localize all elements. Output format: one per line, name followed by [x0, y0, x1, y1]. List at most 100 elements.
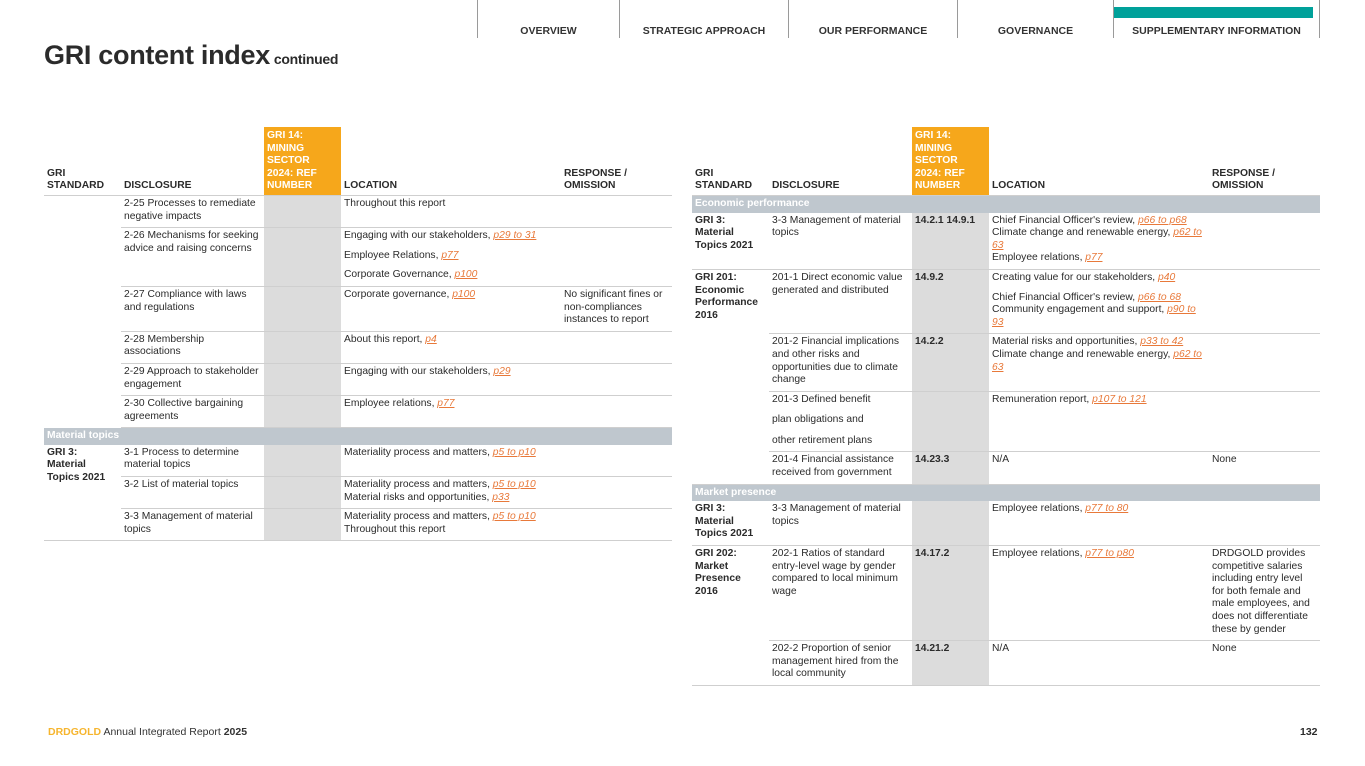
location-paragraph: Materiality process and matters, p5 to p…: [344, 479, 558, 504]
table-row: 202-2 Proportion of senior management hi…: [692, 640, 1320, 686]
disclosure-cell: 202-2 Proportion of senior management hi…: [769, 640, 912, 686]
gri-standard-cell: GRI 202: Market Presence 2016: [692, 545, 769, 686]
page-link[interactable]: p62 to 63: [992, 227, 1202, 251]
disclosure-text: 2-28 Membership associations: [124, 333, 205, 358]
response-cell: None: [1209, 451, 1320, 485]
nav-tab-label: GOVERNANCE: [997, 25, 1074, 37]
disclosure-text: 3-2 List of material topics: [124, 479, 239, 491]
page-link[interactable]: p77: [1085, 252, 1103, 264]
page-link[interactable]: p77: [441, 249, 459, 261]
location-text: Remuneration report,: [992, 393, 1093, 405]
ref-number-cell: 14.17.2: [912, 545, 989, 642]
location-cell: Employee relations, p77 to p80: [989, 545, 1209, 642]
ref-number-cell: [912, 391, 989, 453]
page-link[interactable]: p4: [425, 333, 437, 345]
ref-number-cell: 14.21.2: [912, 640, 989, 686]
location-text: N/A: [992, 454, 1010, 466]
location-text: Climate change and renewable energy,: [992, 348, 1174, 360]
page-link[interactable]: p107 to 121: [1092, 393, 1147, 405]
ref-number-cell: [264, 331, 341, 364]
ref-number-cell: 14.2.2: [912, 333, 989, 392]
section-title: Economic performance: [692, 195, 1320, 213]
table-row: 2-28 Membership associations About this r…: [44, 331, 672, 364]
ref-number-cell: 14.9.2: [912, 269, 989, 335]
response-cell: [561, 227, 672, 287]
page-link[interactable]: p5 to p10: [492, 511, 536, 523]
nav-tab-strategic-approach[interactable]: STRATEGIC APPROACH: [619, 0, 788, 38]
location-paragraph: Employee relations, p77 to 80: [992, 503, 1206, 516]
disclosure-cell: 201-2 Financial implications and other r…: [769, 333, 912, 392]
ref-number-cell: [264, 476, 341, 510]
disclosure-text: 201-2 Financial implications and other r…: [772, 336, 900, 386]
disclosure-cell: 3-3 Management of material topics: [121, 508, 264, 542]
disclosure-cell: 2-29 Approach to stakeholder engagement: [121, 363, 264, 397]
title-main: GRI content index: [44, 40, 270, 70]
page-link[interactable]: p62 to 63: [992, 348, 1202, 373]
nav-tab-label: SUPPLEMENTARY INFORMATION: [1132, 25, 1301, 37]
location-paragraph: Employee relations, p77: [344, 398, 558, 411]
page-link[interactable]: p40: [1157, 271, 1176, 283]
table-row: 3-3 Management of material topics Materia…: [44, 508, 672, 542]
nav-tab-overview[interactable]: OVERVIEW: [477, 0, 619, 38]
location-text: Employee relations,: [992, 548, 1086, 560]
location-cell: Throughout this report: [341, 195, 561, 229]
table-row: GRI 3: Material Topics 2021 3-3 Managemen…: [692, 212, 1320, 270]
location-paragraph: Remuneration report, p107 to 121: [992, 394, 1206, 407]
ref-number-cell: 14.2.1 14.9.1: [912, 212, 989, 270]
table-row: 201-4 Financial assistance received from…: [692, 451, 1320, 485]
disclosure-text: 2-27 Compliance with laws and regulation…: [124, 288, 247, 313]
response-cell: [1209, 212, 1320, 270]
nav-tab-governance[interactable]: GOVERNANCE: [957, 0, 1113, 38]
page-link[interactable]: p29: [493, 365, 511, 377]
page-link[interactable]: p77: [437, 398, 455, 410]
page-link[interactable]: p66 to 68: [1138, 291, 1181, 303]
location-cell: Engaging with our stakeholders, p29 to 3…: [341, 227, 561, 287]
location-paragraph: N/A: [992, 643, 1206, 656]
gri-table-left: GRI STANDARD DISCLOSURE GRI 14: MINING SEC…: [44, 127, 672, 542]
location-text: Materiality process and matters,: [344, 479, 493, 491]
header-location: LOCATION: [989, 127, 1209, 196]
page-link[interactable]: p33: [492, 491, 510, 503]
nav-tab-label: STRATEGIC APPROACH: [642, 25, 766, 37]
response-cell: [561, 331, 672, 364]
location-cell: Creating value for our stakeholders, p40…: [989, 269, 1209, 335]
location-text: About this report,: [344, 333, 426, 345]
location-text: Chief Financial Officer's review,: [992, 214, 1138, 226]
page-link[interactable]: p33 to 42: [1140, 336, 1184, 348]
page-link[interactable]: p5 to p10: [492, 479, 536, 491]
location-text: Engaging with our stakeholders,: [344, 230, 494, 242]
ref-number-cell: 14.23.3: [912, 451, 989, 485]
ref-number-cell: [264, 444, 341, 478]
response-cell: [1209, 391, 1320, 453]
page-link[interactable]: p77 to p80: [1085, 548, 1134, 560]
disclosure-cell: 201-4 Financial assistance received from…: [769, 451, 912, 485]
nav-tab-supplementary-information[interactable]: SUPPLEMENTARY INFORMATION: [1113, 0, 1319, 38]
disclosure-text: 2-29 Approach to stakeholder engagement: [124, 365, 259, 390]
page-link[interactable]: p90 to 93: [992, 304, 1196, 328]
disclosure-text: 202-2 Proportion of senior management hi…: [772, 643, 899, 680]
page-link[interactable]: p29 to 31: [493, 230, 537, 242]
location-text: Material risks and opportunities,: [992, 336, 1141, 348]
page-link[interactable]: p100: [452, 288, 476, 300]
table-row: GRI 202: Market Presence 2016 202-1 Ratio…: [692, 545, 1320, 686]
disclosure-cell: 2-26 Mechanisms for seeking advice and r…: [121, 227, 264, 287]
header-row: GRI STANDARD DISCLOSURE GRI 14: MINING SEC…: [692, 127, 1320, 196]
response-cell: [1209, 333, 1320, 392]
page-link[interactable]: p5 to p10: [492, 446, 536, 458]
table-row: GRI 3: Material Topics 2021 3-3 Managemen…: [692, 501, 1320, 547]
header-gri-standard: GRI STANDARD: [692, 127, 769, 196]
gri-standard-cell: [44, 195, 121, 427]
location-text: Throughout this report: [344, 197, 446, 209]
section-title: Market presence: [692, 484, 1320, 502]
location-cell: About this report, p4: [341, 331, 561, 364]
page-link[interactable]: p66 to p68: [1138, 214, 1187, 226]
table-row: GRI 3: Material Topics 2021 3-1 Process t…: [44, 444, 672, 542]
page-link[interactable]: p100: [454, 269, 478, 281]
page-link[interactable]: p77 to 80: [1085, 503, 1129, 515]
response-cell: [561, 395, 672, 429]
location-text: Material risks and opportunities,: [344, 491, 493, 503]
nav-tab-our-performance[interactable]: OUR PERFORMANCE: [788, 0, 957, 38]
disclosure-cell: 2-28 Membership associations: [121, 331, 264, 364]
ref-number-cell: [912, 501, 989, 547]
location-text: N/A: [992, 643, 1010, 655]
